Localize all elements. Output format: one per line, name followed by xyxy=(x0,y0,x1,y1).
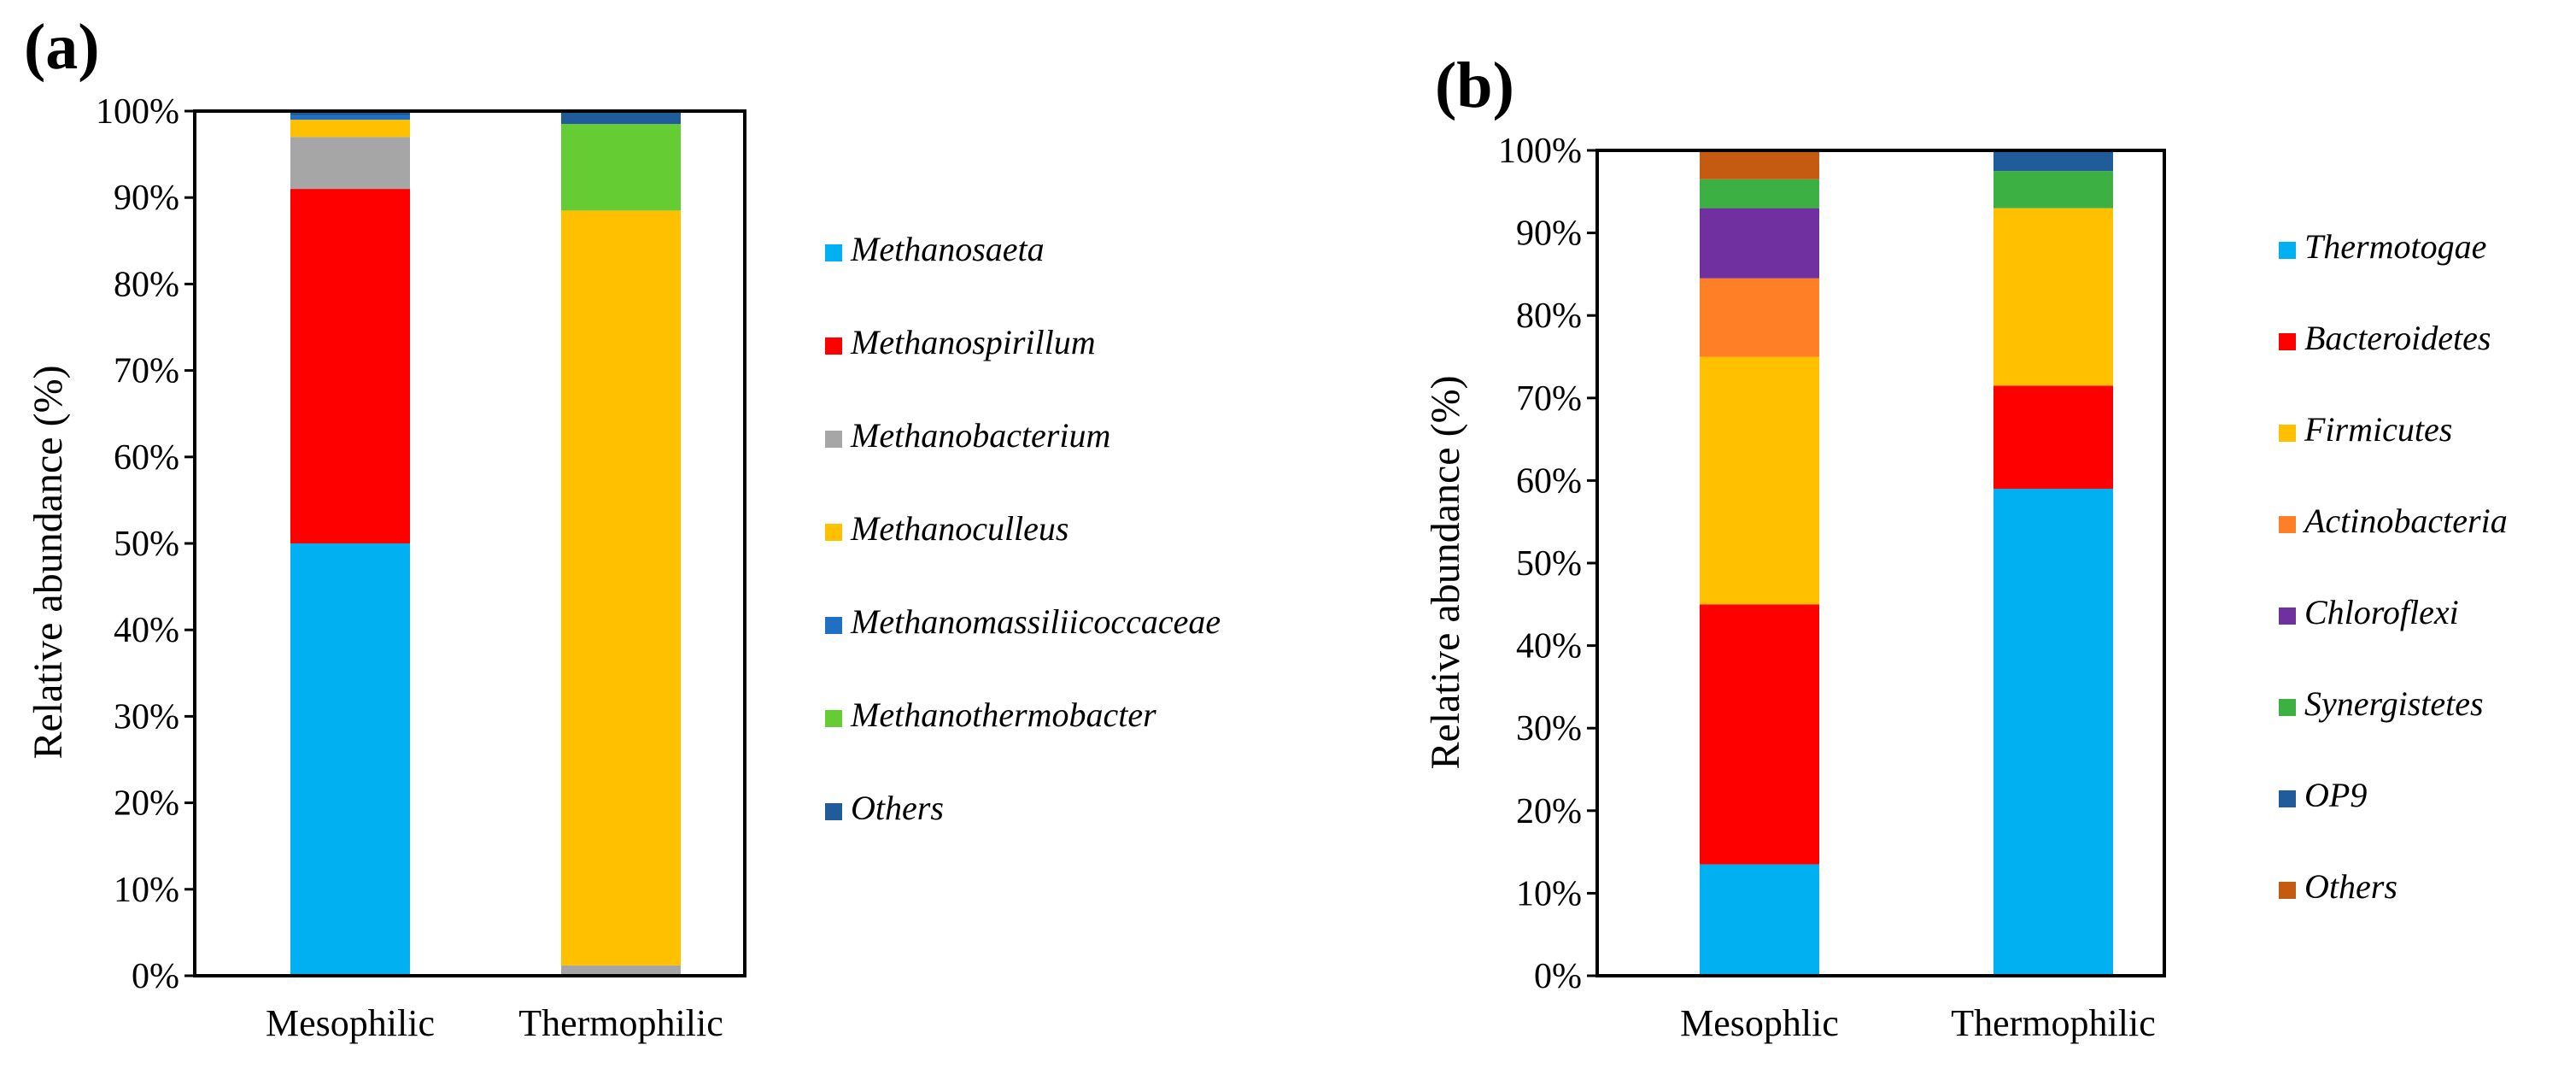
a-legend-swatch xyxy=(825,431,842,448)
b-legend-label: Actinobacteria xyxy=(2302,502,2508,540)
b-bar-thermophilic-thermotogae xyxy=(1993,489,2113,976)
b-tick-label: 100% xyxy=(1498,132,1582,171)
b-bar-thermophilic-op9 xyxy=(1993,150,2113,172)
a-legend-label: Methanomassiliicoccaceae xyxy=(850,602,1221,641)
panel-b-label: (b) xyxy=(1435,50,1514,121)
a-legend-swatch xyxy=(825,710,842,727)
b-legend-label: Synergistetes xyxy=(2304,684,2484,723)
a-bar-mesophilic-others xyxy=(290,111,410,116)
panel-a-categories: Mesophilic Thermophilic xyxy=(266,1002,723,1044)
b-legend-label: Bacteroidetes xyxy=(2304,319,2491,357)
a-tick-label: 20% xyxy=(114,784,179,824)
a-tick-label: 40% xyxy=(114,611,179,650)
b-legend-label: OP9 xyxy=(2304,776,2367,814)
panel-a-plot-frame xyxy=(193,109,746,977)
a-tick-label: 50% xyxy=(114,525,179,564)
b-legend-swatch xyxy=(2279,608,2296,625)
a-legend-swatch xyxy=(825,617,842,634)
b-bar-thermophilic-synergistetes xyxy=(1993,171,2113,208)
b-tick-label: 0% xyxy=(1534,957,1582,996)
a-tick-label: 30% xyxy=(114,697,179,737)
a-bar-mesophilic-methanospirillum xyxy=(290,189,410,543)
a-tick-label: 90% xyxy=(114,179,179,218)
a-category-label: Mesophilic xyxy=(266,1002,435,1044)
b-bar-mesophlic-synergistetes xyxy=(1700,179,1819,208)
panel-a-bars xyxy=(290,111,681,976)
a-legend-label: Methanosaeta xyxy=(850,230,1045,268)
b-tick-label: 30% xyxy=(1516,709,1582,748)
panel-b-legend: Thermotogae Bacteroidetes Firmicutes Actino… xyxy=(2279,227,2508,906)
a-legend-swatch xyxy=(825,244,842,261)
a-tick-label: 70% xyxy=(114,352,179,391)
a-tick-label: 10% xyxy=(114,871,179,910)
b-tick-label: 10% xyxy=(1516,874,1582,913)
a-tick-label: 60% xyxy=(114,438,179,478)
b-tick-label: 80% xyxy=(1516,296,1582,336)
a-bar-thermophilic-others xyxy=(561,111,681,125)
b-legend-swatch xyxy=(2279,516,2296,533)
b-tick-label: 20% xyxy=(1516,792,1582,831)
b-bar-thermophilic-bacteroidetes xyxy=(1993,385,2113,490)
panel-b-bars xyxy=(1700,150,2113,976)
b-legend-swatch xyxy=(2279,242,2296,259)
b-bar-mesophlic-bacteroidetes xyxy=(1700,604,1819,865)
a-legend-label: Methanothermobacter xyxy=(850,696,1156,734)
a-legend-swatch xyxy=(825,338,842,355)
panel-a-y-axis-label: Relative abundance (%) xyxy=(26,365,71,759)
panel-b-y-ticks: 0% 10% 20% 30% 40% 50% 60% 70% 80% 90% 100% xyxy=(1498,132,1597,996)
b-legend-swatch xyxy=(2279,425,2296,442)
b-bar-mesophlic-thermotogae xyxy=(1700,864,1819,976)
panel-a: (a) Relative abundance (%) 0% 10% 20% 30% 40… xyxy=(24,11,1221,1044)
b-legend-swatch xyxy=(2279,882,2296,899)
a-tick-label: 0% xyxy=(132,957,179,996)
b-category-label: Thermophilic xyxy=(1951,1002,2156,1044)
b-legend-swatch xyxy=(2279,790,2296,807)
a-bar-mesophilic-methanoculleus xyxy=(290,120,410,138)
a-bar-thermophilic-methanobacterium xyxy=(561,965,681,976)
a-legend-swatch xyxy=(825,803,842,820)
b-legend-swatch xyxy=(2279,333,2296,350)
a-bar-thermophilic-methanothermobacter xyxy=(561,124,681,211)
b-bar-thermophilic-firmicutes xyxy=(1993,208,2113,386)
a-tick-label: 100% xyxy=(96,92,179,132)
b-legend-swatch xyxy=(2279,699,2296,716)
b-tick-label: 90% xyxy=(1516,214,1582,254)
b-bar-mesophlic-firmicutes xyxy=(1700,356,1819,605)
b-legend-label: Chloroflexi xyxy=(2304,593,2459,631)
b-tick-label: 50% xyxy=(1516,544,1582,584)
b-bar-mesophlic-actinobacteria xyxy=(1700,278,1819,357)
a-bar-mesophilic-methanosaeta xyxy=(290,543,410,976)
a-legend-swatch xyxy=(825,524,842,541)
panel-a-legend: Methanosaeta Methanospirillum Methanobacte… xyxy=(825,230,1221,827)
b-legend-label: Others xyxy=(2304,867,2397,906)
panel-a-label: (a) xyxy=(24,11,100,83)
a-legend-label: Methanoculleus xyxy=(850,509,1069,548)
panel-b-y-axis-label: Relative abundance (%) xyxy=(1423,375,1468,769)
b-tick-label: 60% xyxy=(1516,461,1582,501)
a-tick-label: 80% xyxy=(114,265,179,304)
panel-b-plot-frame xyxy=(1595,149,2166,977)
b-legend-label: Firmicutes xyxy=(2304,410,2452,449)
b-tick-label: 40% xyxy=(1516,627,1582,666)
a-legend-label: Methanospirillum xyxy=(850,323,1096,361)
a-bar-thermophilic-methanoculleus xyxy=(561,210,681,966)
b-tick-label: 70% xyxy=(1516,379,1582,419)
a-category-label: Thermophilic xyxy=(518,1002,723,1044)
a-legend-label: Others xyxy=(851,789,944,827)
b-bar-mesophlic-chloroflexi xyxy=(1700,208,1819,279)
b-bar-mesophlic-others xyxy=(1700,150,1819,179)
a-bar-mesophilic-methanobacterium xyxy=(290,137,410,190)
panel-a-y-ticks: 0% 10% 20% 30% 40% 50% 60% 70% 80% 90% 100% xyxy=(96,92,195,996)
a-bar-mesophilic-methanomassiliicoccaceae xyxy=(290,115,410,120)
panel-b: (b) Relative abundance (%) 0% 10% 20% 30% 40… xyxy=(1423,50,2508,1044)
a-legend-label: Methanobacterium xyxy=(850,416,1110,455)
panel-b-categories: Mesophlic Thermophilic xyxy=(1680,1002,2156,1044)
b-legend-label: Thermotogae xyxy=(2304,227,2486,266)
b-category-label: Mesophlic xyxy=(1680,1002,1839,1044)
